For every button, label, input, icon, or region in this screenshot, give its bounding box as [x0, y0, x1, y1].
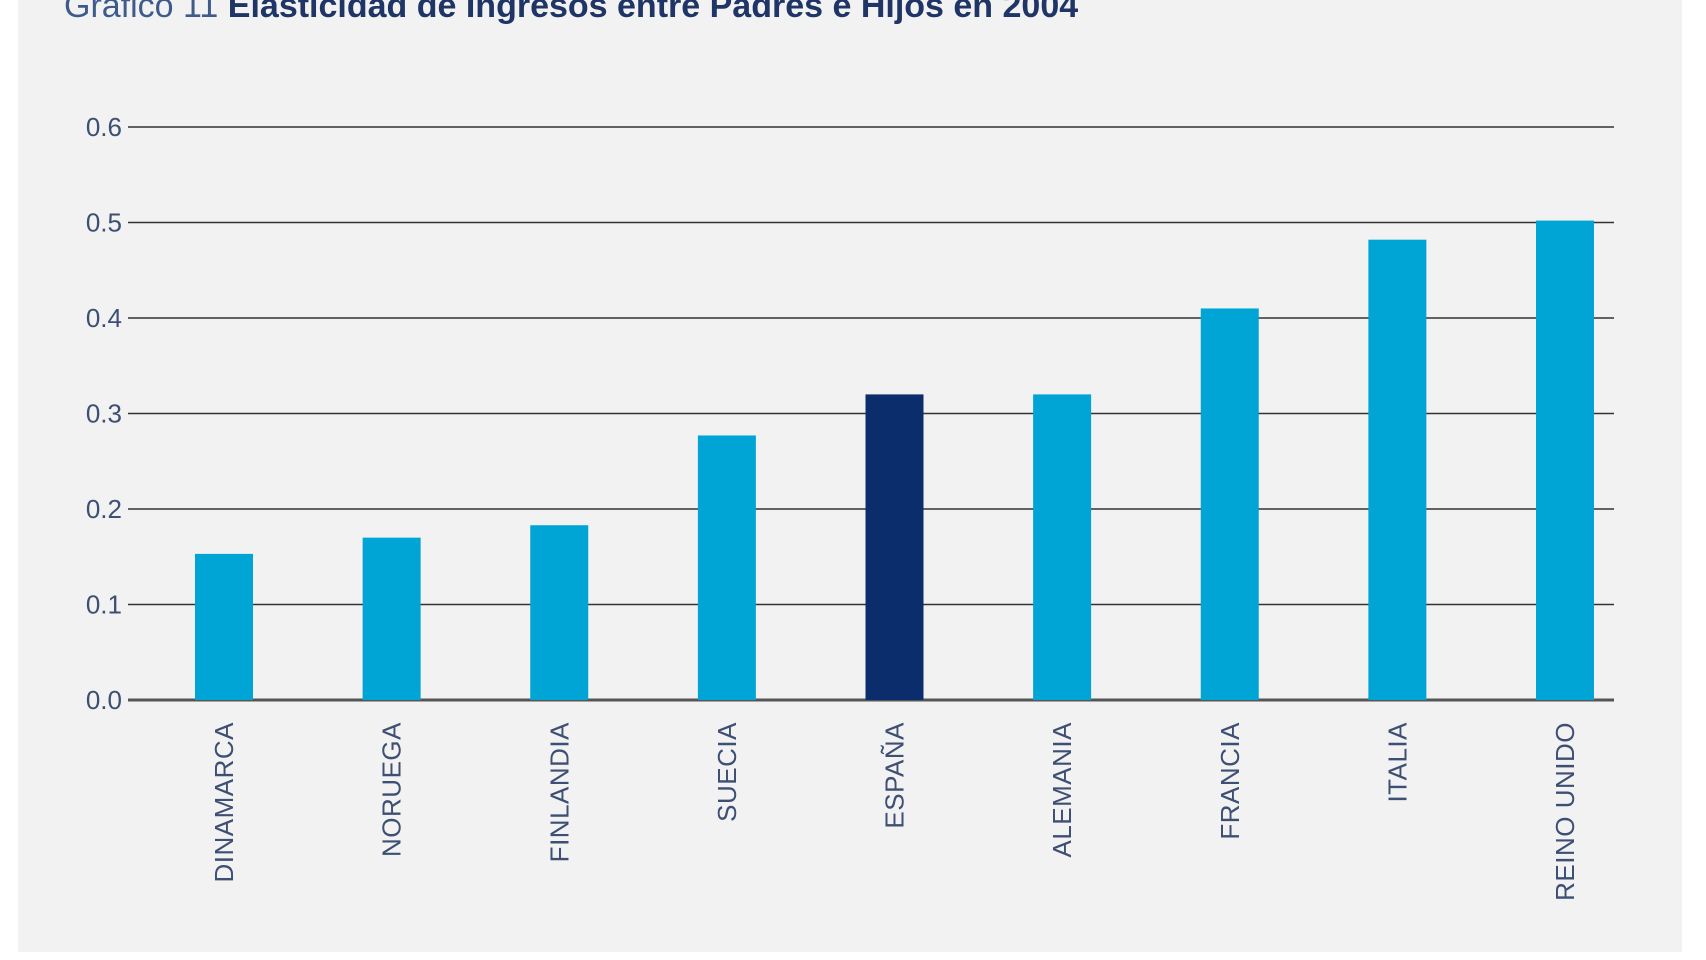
bar-finlandia: [530, 525, 589, 700]
bar-noruega: [362, 537, 421, 700]
y-tick-label: 0.4: [86, 303, 122, 333]
y-tick-label: 0.3: [86, 399, 122, 429]
bar-suecia: [697, 435, 756, 700]
y-tick-label: 0.0: [86, 685, 122, 715]
x-category-label: REINO UNIDO: [1550, 722, 1580, 901]
x-category-label: NORUEGA: [377, 722, 407, 857]
bar-alemania: [1033, 394, 1092, 700]
y-axis-ticks: 0.0 0.1 0.2 0.3 0.4 0.5 0.6: [86, 112, 122, 715]
x-category-label: FINLANDIA: [544, 722, 574, 862]
bar-dinamarca: [195, 553, 253, 700]
bar-españa: [865, 394, 924, 700]
x-category-label: DINAMARCA: [209, 722, 239, 883]
x-category-label: SUECIA: [712, 722, 742, 822]
x-axis-labels: DINAMARCA NORUEGA FINLANDIA SUECIA ESPAÑA ALE…: [209, 722, 1580, 901]
x-category-label: ESPAÑA: [880, 722, 910, 829]
chart-title-prefix: Gráfico 11: [64, 0, 219, 25]
bar-reino-unido: [1536, 220, 1594, 700]
bars: [195, 220, 1594, 700]
x-category-label: ALEMANIA: [1047, 722, 1077, 858]
y-tick-label: 0.2: [86, 494, 122, 524]
bar-francia: [1200, 308, 1259, 700]
y-tick-label: 0.6: [86, 112, 122, 142]
y-tick-label: 0.5: [86, 208, 122, 238]
chart-title: Gráfico 11 Elasticidad de Ingresos entre…: [64, 0, 1078, 26]
y-tick-label: 0.1: [86, 590, 122, 620]
x-category-label: ITALIA: [1382, 722, 1412, 803]
bar-italia: [1368, 239, 1427, 700]
footer-strip: [0, 952, 1706, 960]
x-category-label: FRANCIA: [1215, 722, 1245, 840]
chart-title-main: Elasticidad de Ingresos entre Padres e H…: [227, 0, 1079, 25]
